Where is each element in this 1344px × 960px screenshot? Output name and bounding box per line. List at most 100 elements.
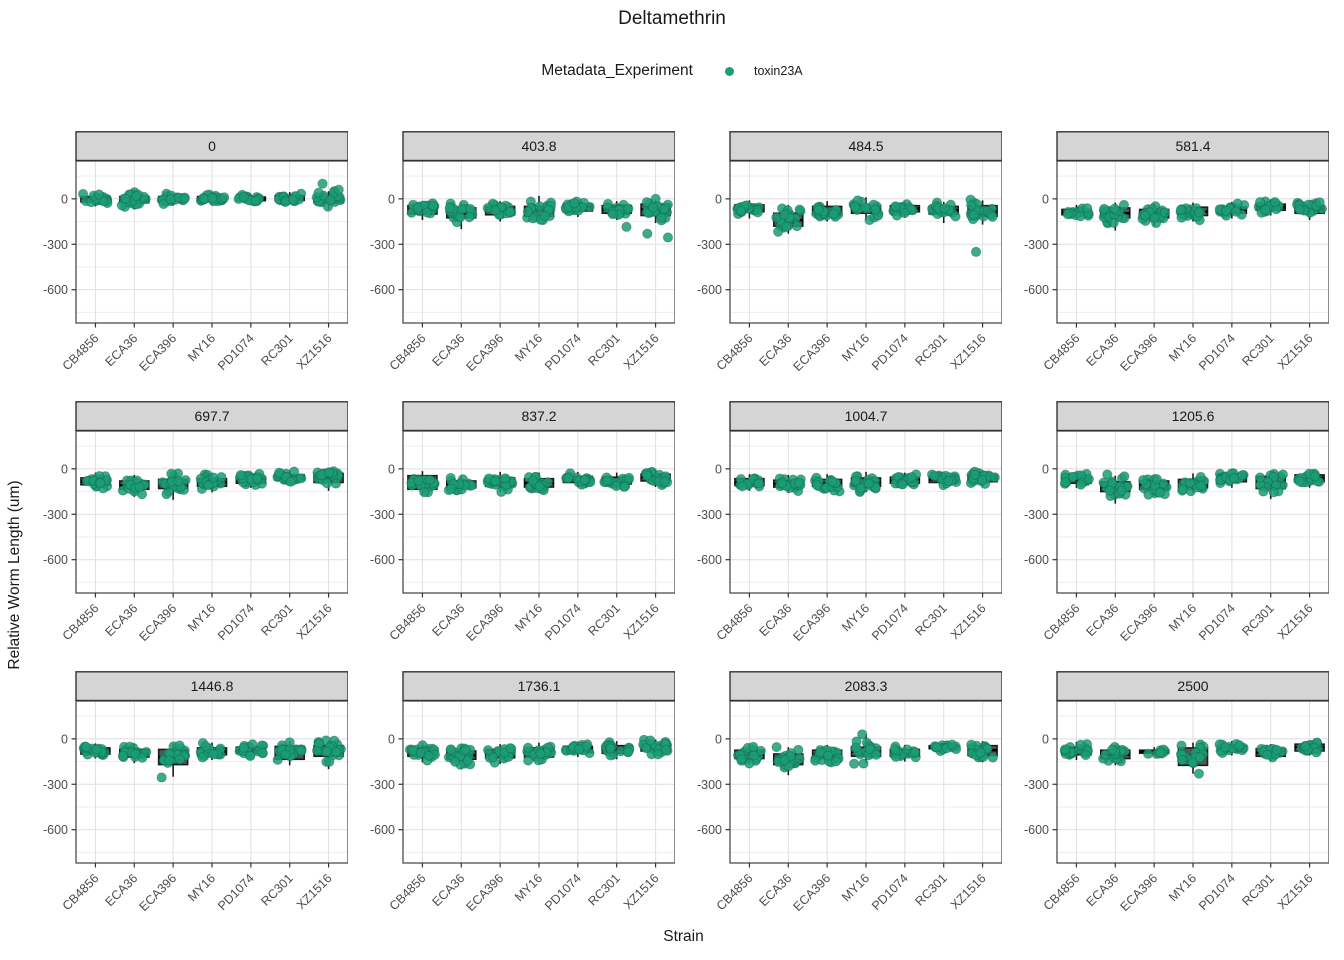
- y-tick-label: -300: [370, 508, 395, 522]
- x-tick-label: XZ1516: [294, 331, 335, 372]
- x-tick-label: ECA396: [136, 331, 179, 374]
- x-tick-label: MY16: [839, 331, 872, 364]
- facet-panel: [730, 701, 1002, 863]
- x-tick-label: MY16: [1166, 601, 1199, 634]
- x-tick-label: ECA396: [790, 331, 833, 374]
- x-tick-label: XZ1516: [621, 871, 662, 912]
- facet-strip: 2500: [1056, 671, 1330, 702]
- x-tick-label: MY16: [512, 601, 545, 634]
- x-tick-label: XZ1516: [621, 331, 662, 372]
- y-tick-label: 0: [61, 192, 68, 206]
- x-tick-label: XZ1516: [948, 331, 989, 372]
- facet-403.8: 403.8 0 -300 -600 CB4856 ECA36 ECA396 MY16 PD107…: [365, 131, 676, 387]
- facet-2083.3: 2083.3 0 -300 -600 CB4856 ECA36 ECA396 MY16 PD10…: [692, 671, 1003, 927]
- y-axis: 0 -300 -600: [370, 732, 403, 837]
- y-tick-label: -300: [43, 238, 68, 252]
- x-tick-label: PD1074: [869, 871, 911, 913]
- x-tick-label: CB4856: [387, 601, 429, 643]
- facet-0: 0 0 -300 -600 CB4856 ECA36 ECA396 MY16 PD1074 RC3…: [38, 131, 349, 387]
- legend-item-label: toxin23A: [753, 64, 803, 78]
- facet-strip-label: 0: [208, 138, 216, 154]
- facet-strip-label: 2083.3: [845, 678, 888, 694]
- y-tick-label: 0: [388, 462, 395, 476]
- x-tick-label: RC301: [585, 871, 622, 908]
- y-axis: 0 -300 -600: [1024, 732, 1057, 837]
- x-tick-label: PD1074: [215, 601, 257, 643]
- x-tick-label: CB4856: [1041, 601, 1083, 643]
- x-tick-label: XZ1516: [948, 601, 989, 642]
- facet-panel: [76, 161, 348, 323]
- jitter-points-layer: [1059, 468, 1325, 502]
- jitter-points-layer: [406, 193, 674, 243]
- legend-title: Metadata_Experiment: [541, 62, 693, 79]
- x-tick-label: ECA396: [1117, 601, 1160, 644]
- x-tick-label: MY16: [185, 331, 218, 364]
- y-tick-label: 0: [1042, 192, 1049, 206]
- facet-strip: 484.5: [729, 131, 1003, 162]
- x-tick-label: PD1074: [1196, 871, 1238, 913]
- facet-panel: [76, 701, 348, 863]
- facet-strip: 1004.7: [729, 401, 1003, 432]
- facet-strip-label: 1446.8: [191, 678, 234, 694]
- y-axis: 0 -300 -600: [697, 192, 730, 297]
- x-tick-label: ECA36: [102, 331, 140, 369]
- facet-strip-label: 484.5: [848, 138, 883, 154]
- jitter-points-layer: [406, 466, 673, 498]
- y-tick-label: -300: [697, 778, 722, 792]
- x-tick-label: ECA36: [102, 601, 140, 639]
- facet-strip: 2083.3: [729, 671, 1003, 702]
- x-tick-label: MY16: [512, 331, 545, 364]
- facet-panel: [1057, 161, 1329, 323]
- x-tick-label: PD1074: [1196, 601, 1238, 643]
- x-tick-label: RC301: [258, 871, 295, 908]
- facet-grid: 0 0 -300 -600 CB4856 ECA36 ECA396 MY16 PD1074 RC3…: [38, 131, 1330, 927]
- y-tick-label: 0: [715, 192, 722, 206]
- x-tick-label: MY16: [1166, 331, 1199, 364]
- facet-strip-label: 581.4: [1175, 138, 1210, 154]
- x-tick-label: ECA396: [136, 601, 179, 644]
- x-tick-label: ECA36: [756, 601, 794, 639]
- x-tick-label: PD1074: [869, 331, 911, 373]
- x-tick-label: MY16: [839, 871, 872, 904]
- y-tick-label: -600: [1024, 283, 1049, 297]
- x-tick-label: ECA396: [463, 871, 506, 914]
- x-tick-label: MY16: [839, 601, 872, 634]
- x-tick-label: ECA396: [136, 871, 179, 914]
- x-tick-label: PD1074: [542, 601, 584, 643]
- y-tick-label: -300: [1024, 238, 1049, 252]
- y-axis: 0 -300 -600: [43, 462, 76, 567]
- x-tick-label: XZ1516: [621, 601, 662, 642]
- x-tick-label: ECA36: [1083, 331, 1121, 369]
- jitter-points-layer: [735, 466, 1000, 498]
- x-tick-label: MY16: [1166, 871, 1199, 904]
- x-axis-title: Strain: [663, 928, 704, 945]
- facet-strip: 837.2: [402, 401, 676, 432]
- facet-837.2: 837.2 0 -300 -600 CB4856 ECA36 ECA396 MY16 PD107…: [365, 401, 676, 657]
- y-tick-label: -600: [697, 553, 722, 567]
- facet-697.7: 697.7 0 -300 -600 CB4856 ECA36 ECA396 MY16 PD107…: [38, 401, 349, 657]
- facet-panel: [730, 161, 1002, 323]
- x-tick-label: PD1074: [869, 601, 911, 643]
- x-tick-label: XZ1516: [294, 871, 335, 912]
- facet-strip-label: 403.8: [521, 138, 556, 154]
- x-tick-label: RC301: [912, 331, 949, 368]
- x-tick-label: RC301: [585, 331, 622, 368]
- x-tick-label: ECA36: [1083, 601, 1121, 639]
- x-tick-label: CB4856: [714, 601, 756, 643]
- jitter-points-layer: [1062, 196, 1328, 229]
- y-tick-label: 0: [61, 462, 68, 476]
- y-tick-label: -300: [697, 238, 722, 252]
- facet-1446.8: 1446.8 0 -300 -600 CB4856 ECA36 ECA396 MY16 PD10…: [38, 671, 349, 927]
- x-tick-label: ECA396: [463, 331, 506, 374]
